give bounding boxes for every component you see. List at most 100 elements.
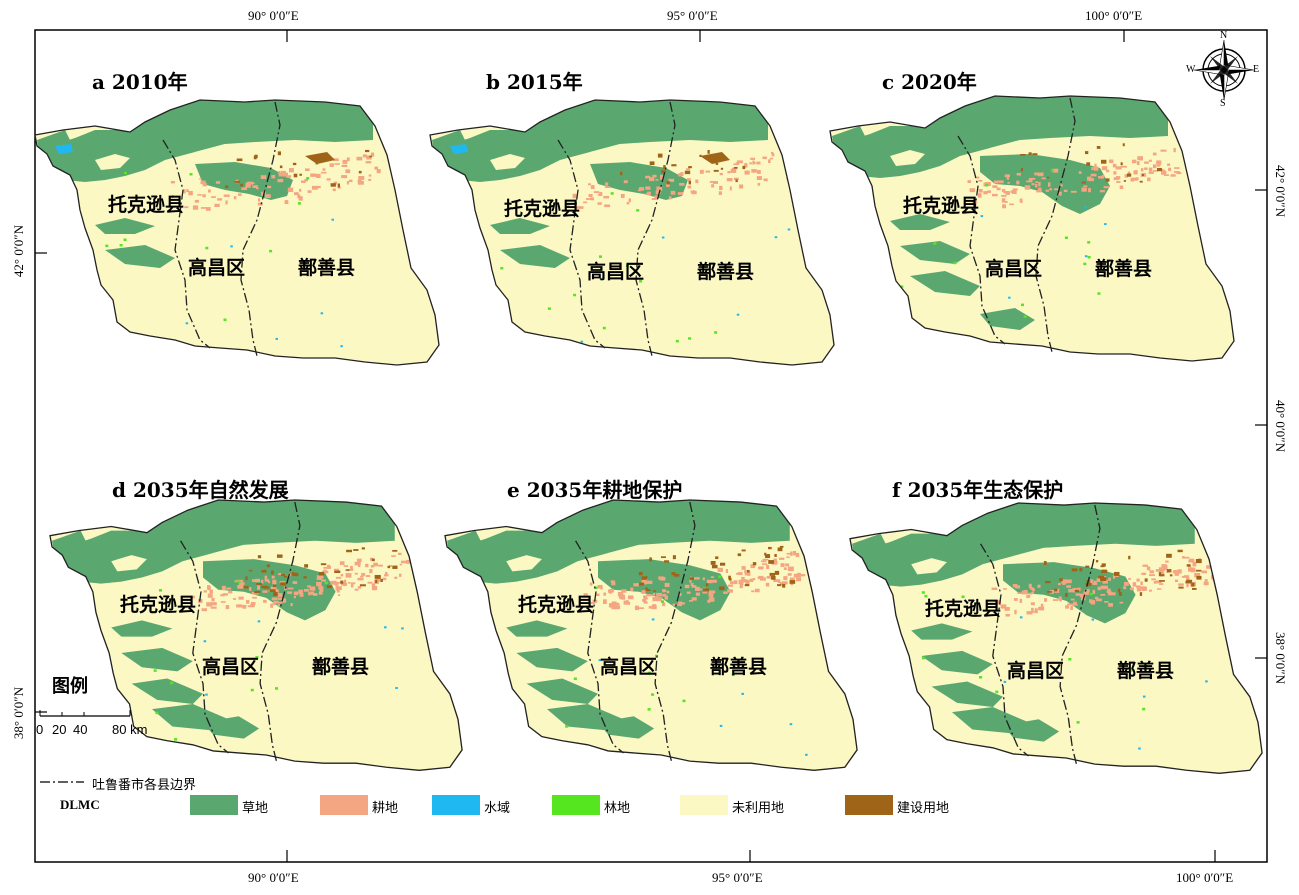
cropland-patch [795, 577, 802, 582]
cropland-patch [1158, 572, 1165, 575]
county-boundary [574, 540, 624, 754]
construction-patch [771, 575, 776, 580]
bottom-coord-3: 100° 0′0″E [1176, 870, 1234, 885]
cropland-patch [1090, 173, 1097, 177]
cropland-patch [761, 560, 767, 563]
forest-patch [205, 246, 209, 250]
forest-patch [110, 331, 114, 334]
forest-patch [995, 690, 999, 694]
construction-patch [671, 572, 676, 576]
cropland-patch [1031, 183, 1035, 186]
construction-patch [1085, 582, 1092, 587]
construction-patch [1166, 569, 1172, 573]
cropland-patch [668, 196, 672, 200]
cropland-patch [809, 569, 815, 572]
cropland-patch [277, 178, 284, 183]
cropland-patch [1128, 578, 1132, 580]
cropland-patch [336, 581, 342, 584]
forest-patch [979, 675, 983, 679]
cropland-patch [709, 590, 716, 594]
cropland-patch [646, 580, 653, 584]
cropland-patch [1094, 163, 1097, 167]
construction-patch [1100, 565, 1105, 568]
cropland-patch [1075, 593, 1081, 596]
construction-patch [707, 150, 710, 154]
cropland-patch [316, 575, 322, 580]
cropland-patch [752, 160, 755, 165]
panel-title-d: d 2035年自然发展 [112, 478, 289, 502]
county-label-a2: 高昌区 [188, 257, 246, 279]
construction-patch [277, 151, 281, 156]
forest-patch [1068, 657, 1072, 661]
cropland-patch [787, 566, 794, 572]
forest-patch [921, 747, 925, 751]
construction-patch [663, 165, 666, 170]
grassland-area [506, 620, 568, 637]
construction-patch [292, 572, 299, 577]
cropland-patch [348, 179, 353, 182]
cropland-patch [597, 584, 603, 589]
county-boundary [654, 501, 696, 762]
cropland-patch [356, 156, 363, 161]
cropland-patch [343, 579, 347, 584]
construction-patch [641, 576, 648, 580]
region-outline [829, 95, 1235, 362]
cropland-patch [330, 580, 337, 585]
construction-patch [1096, 146, 1101, 149]
cropland-patch [1019, 198, 1023, 203]
cropland-patch [278, 598, 284, 601]
cropland-patch [1137, 156, 1143, 161]
forest-patch [516, 738, 520, 742]
cropland-patch [590, 197, 594, 201]
cropland-patch [1014, 609, 1017, 615]
construction-patch [638, 572, 643, 576]
cropland-patch [318, 586, 324, 590]
cropland-patch [710, 593, 713, 598]
water-area [55, 144, 73, 154]
grassland-area [526, 678, 598, 704]
construction-patch [358, 170, 362, 174]
cropland-patch [1101, 166, 1108, 171]
forest-patch [123, 238, 127, 241]
cropland-patch [1090, 600, 1096, 605]
cropland-patch [242, 604, 247, 609]
cropland-patch [1133, 170, 1138, 175]
forest-patch [731, 673, 735, 677]
construction-patch [702, 588, 709, 591]
cropland-patch [733, 580, 738, 585]
cropland-patch [1140, 168, 1144, 172]
cropland-patch [237, 584, 244, 589]
cropland-patch [711, 184, 715, 188]
construction-patch [371, 558, 375, 562]
county-label-c3: 鄯善县 [1095, 258, 1153, 280]
cropland-patch [1048, 182, 1051, 187]
cropland-patch [378, 564, 383, 567]
cropland-patch [1038, 607, 1044, 611]
cropland-patch [1072, 601, 1077, 604]
cropland-patch [194, 199, 199, 203]
construction-patch [353, 549, 359, 551]
cropland-patch [222, 593, 228, 596]
construction-patch [276, 554, 283, 558]
cropland-patch [800, 574, 806, 577]
construction-patch [663, 560, 670, 563]
cropland-patch [334, 582, 339, 586]
construction-patch [733, 167, 738, 169]
cropland-patch [1116, 181, 1121, 183]
grassland-area [131, 678, 203, 704]
cropland-patch [773, 558, 777, 562]
forest-patch [1087, 241, 1091, 244]
county-label-e2: 高昌区 [600, 656, 658, 678]
cropland-patch [1005, 191, 1010, 195]
cropland-patch [350, 583, 354, 588]
forest-patch [1087, 256, 1091, 259]
forest-patch [953, 261, 957, 265]
cropland-patch [1161, 565, 1168, 570]
cropland-patch [762, 563, 768, 565]
cropland-patch [371, 583, 376, 588]
cropland-patch [1120, 165, 1127, 168]
construction-patch [782, 583, 786, 588]
cropland-patch [795, 552, 800, 558]
forest-patch [223, 318, 227, 321]
grassland-area [921, 650, 993, 675]
